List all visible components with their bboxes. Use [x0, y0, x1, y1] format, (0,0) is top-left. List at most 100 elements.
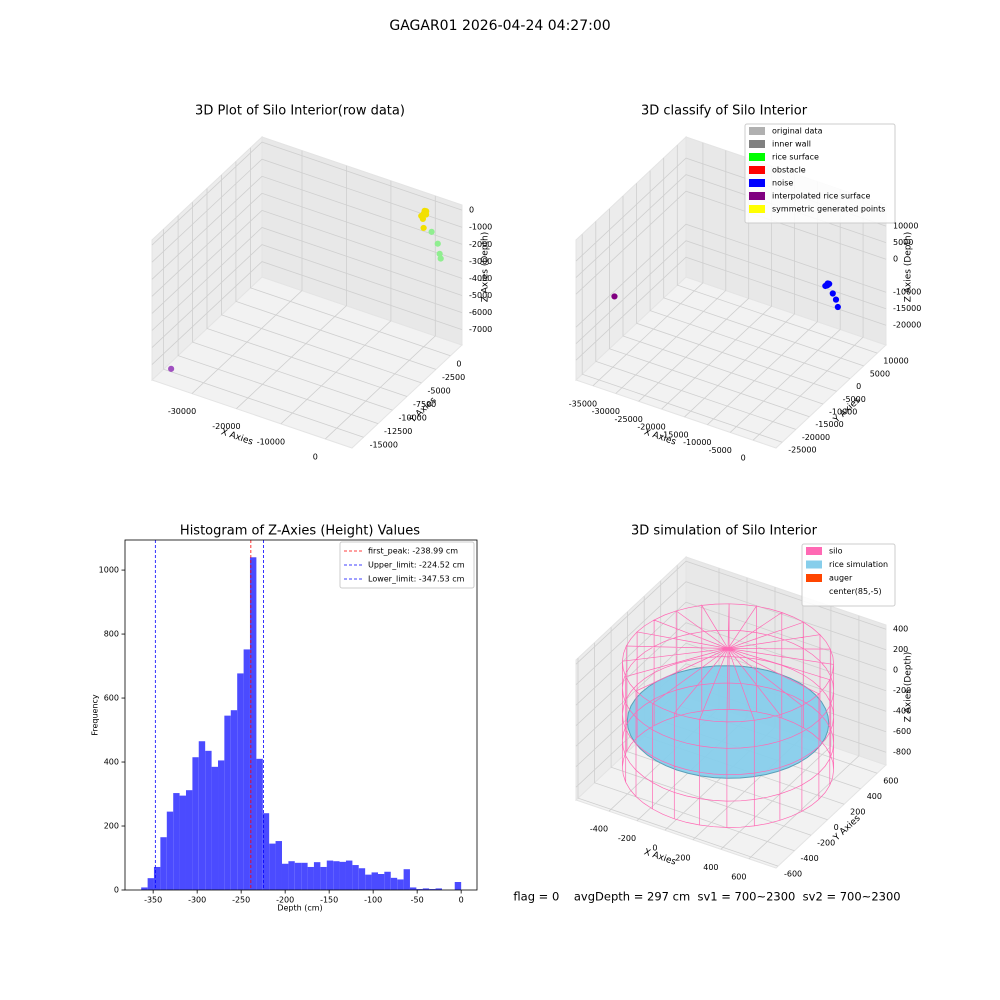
grid-line [235, 161, 437, 370]
chart-title: 3D classify of Silo Interior [641, 104, 808, 119]
y-tick-label: 600 [104, 694, 119, 703]
grid-line [615, 150, 727, 394]
grid-line [707, 181, 818, 425]
x-tick-label: -150 [320, 896, 338, 905]
z-axis-label: Z Axies (Depth) [481, 232, 491, 303]
z-tick-label: 0 [469, 206, 474, 215]
legend-label: noise [772, 179, 793, 188]
y-tick-label: -15000 [815, 420, 843, 429]
grid-line [594, 642, 795, 852]
legend-label: symmetric generated points [772, 205, 885, 214]
chart-title: Histogram of Z-Axies (Height) Values [180, 524, 420, 539]
legend-label: Upper_limit: -224.52 cm [368, 561, 465, 570]
z-axis-label: Z Axies (Depth) [904, 652, 914, 723]
histogram-bar [429, 889, 436, 890]
grid-line [151, 209, 463, 314]
x-tick-label: -20000 [637, 423, 665, 432]
grid-line [151, 244, 463, 348]
chart-title: 3D simulation of Silo Interior [631, 524, 818, 539]
grid-line [663, 157, 864, 367]
z-tick-label: 400 [893, 625, 908, 634]
histogram-bar [249, 557, 257, 890]
legend-swatch [749, 192, 765, 200]
histogram-bar [262, 813, 270, 890]
grid-line [575, 190, 887, 295]
legend-swatch [749, 166, 765, 174]
histogram-bar [326, 860, 334, 890]
histogram-bar [275, 841, 282, 890]
data-point [437, 255, 444, 262]
grid-line [249, 147, 451, 357]
histogram-bar [192, 757, 199, 890]
histogram-bar [384, 871, 391, 890]
y-tick-label: 600 [883, 777, 898, 786]
x-tick-label: 0 [313, 452, 318, 461]
grid-line [592, 142, 704, 387]
x-tick-label: -200 [276, 896, 294, 905]
x-tick-label: 600 [731, 872, 746, 881]
histogram-bar [288, 861, 295, 890]
legend-box [801, 543, 896, 607]
z-tick-label: -15000 [893, 304, 921, 313]
data-point [168, 365, 175, 372]
grid-line [151, 261, 463, 365]
plot-frame [124, 539, 478, 891]
grid-line [575, 581, 887, 685]
legend-swatch [749, 127, 765, 135]
grid-line [163, 229, 364, 438]
histogram-bar [435, 888, 442, 890]
x-tick-label: 200 [675, 853, 690, 862]
histogram-bar [230, 710, 238, 890]
histogram-bar [141, 887, 148, 890]
z-tick-label: -3000 [469, 257, 492, 266]
histogram-bar [307, 866, 314, 890]
z-tick-label: 200 [893, 645, 908, 654]
x-tick-label: 0 [652, 844, 657, 853]
x-tick-label: -200 [618, 834, 636, 843]
grid-line [575, 560, 887, 665]
data-point [824, 280, 831, 287]
grid-line [192, 202, 393, 411]
x-axis-label: Depth (cm) [277, 904, 322, 913]
histogram-bar [160, 837, 167, 890]
legend-swatch [806, 560, 822, 569]
histogram-bar [205, 750, 212, 890]
z-tick-label: -7000 [469, 325, 492, 334]
grid-line [151, 192, 463, 297]
histogram-bar [422, 888, 430, 890]
y-tick-label: 200 [850, 808, 865, 817]
y-tick-label: -25000 [788, 446, 816, 455]
histogram-bar [294, 862, 302, 890]
y-tick-label: -12500 [384, 427, 412, 436]
legend-label: original data [772, 127, 823, 136]
grid-line [581, 234, 783, 443]
z-tick-label: -4000 [469, 274, 492, 283]
histogram-bar [339, 861, 346, 890]
histogram-bar [198, 741, 206, 890]
grid-line [720, 606, 832, 850]
z-tick-label: -10000 [893, 288, 921, 297]
grid-line [575, 256, 887, 361]
histogram-bar [147, 878, 154, 890]
grid-line [575, 223, 887, 328]
data-point [434, 240, 441, 247]
y-tick-label: 1000 [99, 566, 119, 575]
legend-swatch [749, 153, 765, 161]
histogram-bar [390, 877, 398, 890]
y-tick-label: -7500 [413, 400, 436, 409]
x-tick-label: -10000 [683, 438, 711, 447]
legend-label: silo [829, 547, 843, 556]
x-tick-label: -20000 [212, 422, 240, 431]
data-point [832, 296, 840, 303]
grid-line [236, 165, 347, 409]
z-tick-label: -20000 [893, 321, 921, 330]
grid-line [177, 215, 379, 424]
histogram-bar [243, 649, 250, 890]
x-tick-label: -100 [364, 896, 382, 905]
y-tick-label: -600 [784, 870, 802, 879]
x-tick-label: -350 [144, 896, 162, 905]
x-tick-label: -5000 [709, 446, 732, 455]
histogram-bar [269, 843, 276, 890]
histogram-bar [371, 872, 378, 890]
